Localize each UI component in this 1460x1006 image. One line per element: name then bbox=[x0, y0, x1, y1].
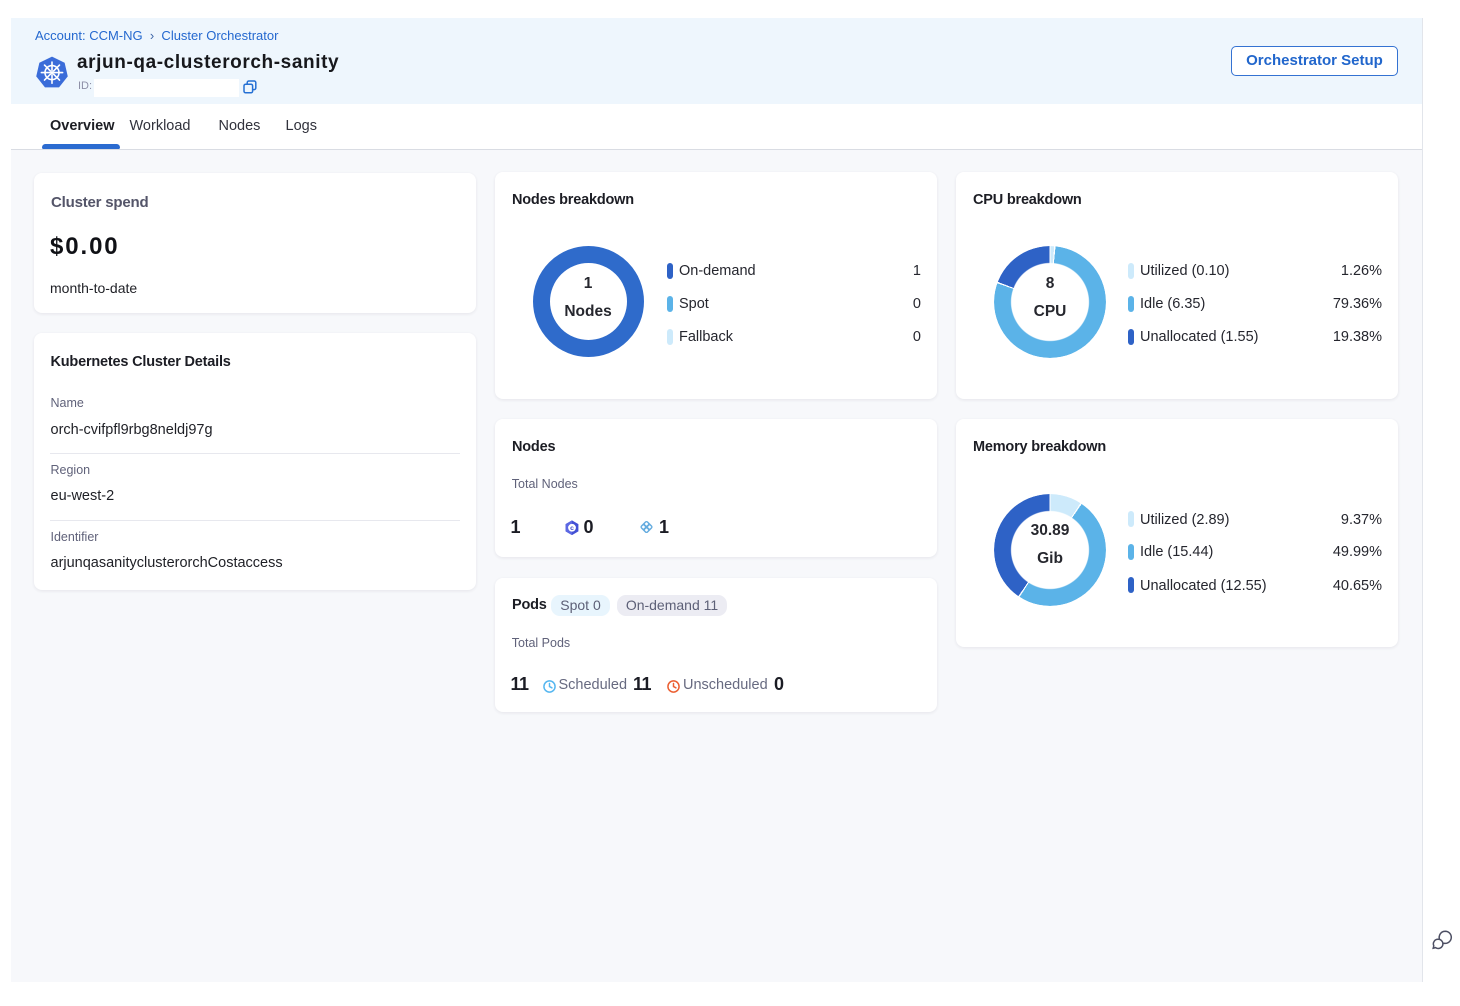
svg-text:c: c bbox=[570, 525, 574, 532]
